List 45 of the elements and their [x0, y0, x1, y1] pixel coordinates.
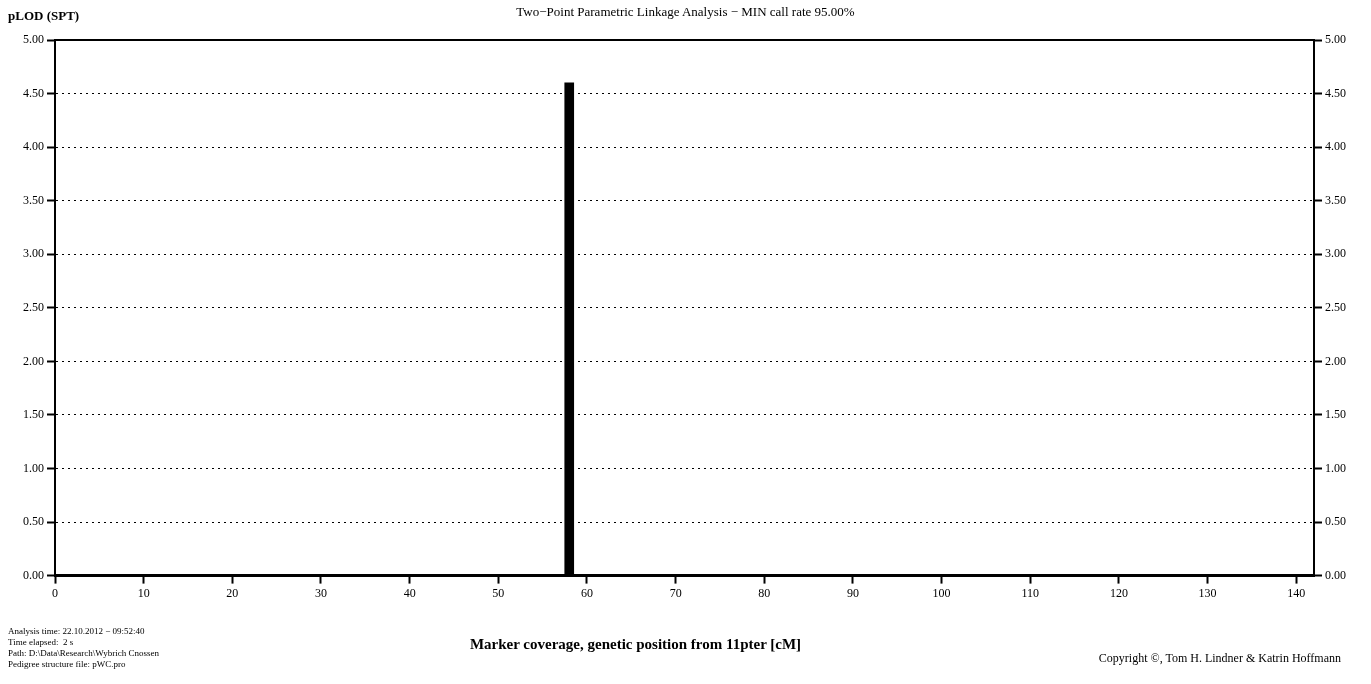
- chart-title: Two−Point Parametric Linkage Analysis − MIN call rate 95.00%: [516, 4, 855, 19]
- y-tick-label: 4.00: [23, 139, 44, 154]
- y-tick-label: 4.50: [23, 85, 44, 100]
- y-tick-label: 0.00: [23, 567, 44, 582]
- y2-tick-label: 5.00: [1325, 32, 1346, 47]
- x-tick-label: 120: [1109, 585, 1128, 600]
- x-tick-label: 70: [669, 585, 682, 600]
- y2-tick-label: 3.50: [1325, 192, 1346, 207]
- y-tick-label: 0.50: [23, 514, 44, 529]
- y2-tick-label: 0.00: [1325, 567, 1346, 582]
- y-axis-title: pLOD (SPT): [8, 8, 80, 24]
- x-tick-label: 60: [580, 585, 593, 600]
- y-tick-label: 1.00: [23, 460, 44, 475]
- x-tick-label: 30: [314, 585, 327, 600]
- x-tick-label: 0: [52, 585, 58, 600]
- text: Time elapsed: 2 s: [8, 637, 74, 647]
- x-tick-label: 10: [137, 585, 150, 600]
- x-tick-label: 130: [1198, 585, 1217, 600]
- x-tick-label: 100: [932, 585, 951, 600]
- x-tick-label: 40: [403, 585, 416, 600]
- y-tick-label: 3.00: [23, 246, 44, 261]
- y-tick-label: 1.50: [23, 407, 44, 422]
- y2-tick-label: 0.50: [1325, 514, 1346, 529]
- x-tick-label: 110: [1021, 585, 1040, 600]
- y2-tick-label: 4.50: [1325, 85, 1346, 100]
- y2-tick-label: 3.00: [1325, 246, 1346, 261]
- x-tick-label: 90: [846, 585, 859, 600]
- text: Copyright ©, Tom H. Lindner & Katrin Hoffmann: [1098, 650, 1341, 666]
- y2-tick-label: 1.50: [1325, 407, 1346, 422]
- y-tick-label: 3.50: [23, 192, 44, 207]
- x-axis-title: Marker coverage, genetic position from 11pter [cM]: [469, 636, 802, 652]
- x-tick-label: 140: [1287, 585, 1306, 600]
- text: Analysis time: 22.10.2012 − 09:52:40: [8, 626, 145, 636]
- y-tick-label: 2.00: [23, 353, 44, 368]
- x-tick-label: 80: [758, 585, 771, 600]
- y2-tick-label: 2.50: [1325, 299, 1346, 314]
- x-tick-label: 20: [226, 585, 239, 600]
- y-tick-label: 5.00: [23, 32, 44, 47]
- y2-tick-label: 2.00: [1325, 353, 1346, 368]
- y-tick-label: 2.50: [23, 299, 44, 314]
- text: Pedigree structure file: pWC.pro: [8, 659, 126, 669]
- y2-tick-label: 4.00: [1325, 139, 1346, 154]
- x-tick-label: 50: [492, 585, 505, 600]
- text: Path: D:\Data\Research\Wybrich Cnossen: [8, 648, 159, 658]
- y2-tick-label: 1.00: [1325, 460, 1346, 475]
